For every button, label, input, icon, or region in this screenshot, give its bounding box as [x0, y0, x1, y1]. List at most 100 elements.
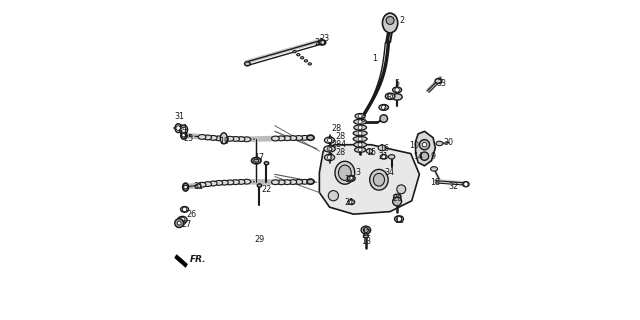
Ellipse shape: [277, 136, 285, 141]
Circle shape: [184, 185, 188, 189]
Circle shape: [380, 115, 388, 123]
Ellipse shape: [237, 180, 245, 184]
Ellipse shape: [177, 216, 187, 223]
Text: 25: 25: [183, 134, 193, 143]
Circle shape: [181, 127, 186, 132]
Text: 12: 12: [361, 229, 371, 238]
Circle shape: [320, 40, 324, 45]
Ellipse shape: [354, 119, 367, 124]
Ellipse shape: [289, 180, 297, 184]
Text: 3: 3: [355, 168, 360, 177]
Circle shape: [327, 155, 332, 160]
Ellipse shape: [277, 180, 285, 185]
Text: 10: 10: [410, 141, 419, 150]
Polygon shape: [319, 145, 419, 214]
Text: 28: 28: [332, 124, 342, 133]
Circle shape: [358, 143, 362, 147]
Text: 29: 29: [254, 235, 264, 244]
Text: 32: 32: [449, 182, 459, 191]
Ellipse shape: [354, 125, 367, 130]
Text: 20: 20: [392, 194, 402, 203]
Circle shape: [182, 133, 186, 137]
Ellipse shape: [385, 93, 395, 100]
Circle shape: [358, 131, 362, 135]
Text: 5: 5: [394, 79, 399, 88]
Circle shape: [420, 152, 429, 160]
Ellipse shape: [264, 162, 269, 165]
Text: 19: 19: [219, 137, 229, 146]
Ellipse shape: [386, 16, 394, 24]
Circle shape: [182, 207, 187, 212]
Ellipse shape: [307, 135, 314, 140]
Text: 21: 21: [314, 38, 324, 47]
Circle shape: [358, 125, 362, 129]
Ellipse shape: [307, 179, 314, 184]
Circle shape: [396, 216, 401, 221]
Circle shape: [358, 137, 362, 141]
Ellipse shape: [198, 134, 206, 139]
Ellipse shape: [232, 180, 239, 185]
Ellipse shape: [373, 173, 385, 186]
Text: 2: 2: [399, 16, 404, 25]
Circle shape: [349, 176, 353, 181]
Ellipse shape: [355, 114, 365, 119]
Ellipse shape: [394, 216, 403, 222]
Ellipse shape: [221, 180, 228, 185]
Ellipse shape: [301, 180, 308, 184]
Ellipse shape: [307, 179, 314, 184]
Ellipse shape: [257, 184, 262, 187]
Ellipse shape: [221, 136, 228, 141]
Ellipse shape: [215, 180, 223, 185]
Text: 6: 6: [361, 115, 366, 124]
Circle shape: [358, 114, 362, 118]
Ellipse shape: [284, 136, 291, 140]
Ellipse shape: [378, 145, 386, 151]
Ellipse shape: [195, 184, 201, 188]
Ellipse shape: [271, 136, 279, 141]
Ellipse shape: [180, 131, 186, 139]
Ellipse shape: [355, 147, 365, 152]
Text: 11: 11: [394, 216, 404, 225]
Text: 28: 28: [335, 148, 345, 156]
Ellipse shape: [305, 60, 308, 62]
Ellipse shape: [301, 135, 308, 140]
Text: 5: 5: [327, 136, 332, 145]
Ellipse shape: [324, 154, 335, 161]
Ellipse shape: [353, 131, 367, 136]
Ellipse shape: [293, 51, 296, 53]
Circle shape: [176, 126, 180, 130]
Ellipse shape: [335, 161, 355, 184]
Text: 1: 1: [372, 53, 377, 62]
Ellipse shape: [253, 159, 259, 162]
Ellipse shape: [295, 180, 303, 184]
Ellipse shape: [182, 183, 188, 191]
Ellipse shape: [289, 136, 297, 140]
Ellipse shape: [366, 149, 372, 153]
Ellipse shape: [319, 40, 326, 45]
Text: 28: 28: [332, 140, 342, 148]
Ellipse shape: [237, 137, 245, 141]
Text: 8: 8: [327, 144, 332, 153]
Text: 16: 16: [379, 144, 388, 153]
Ellipse shape: [180, 125, 188, 134]
Ellipse shape: [220, 133, 227, 144]
Ellipse shape: [209, 136, 217, 140]
Text: 26: 26: [187, 210, 197, 219]
Ellipse shape: [463, 182, 469, 187]
Ellipse shape: [180, 206, 189, 212]
Ellipse shape: [354, 142, 367, 147]
Ellipse shape: [284, 180, 291, 185]
Text: 8: 8: [387, 93, 392, 102]
Ellipse shape: [380, 155, 387, 159]
Ellipse shape: [226, 180, 234, 185]
Circle shape: [328, 191, 339, 201]
Circle shape: [177, 221, 181, 225]
Ellipse shape: [244, 62, 250, 66]
Ellipse shape: [297, 54, 300, 56]
Circle shape: [180, 217, 185, 222]
Circle shape: [175, 219, 184, 228]
Ellipse shape: [370, 169, 388, 190]
Polygon shape: [175, 255, 188, 268]
Ellipse shape: [271, 180, 279, 185]
Text: 13: 13: [361, 237, 371, 246]
